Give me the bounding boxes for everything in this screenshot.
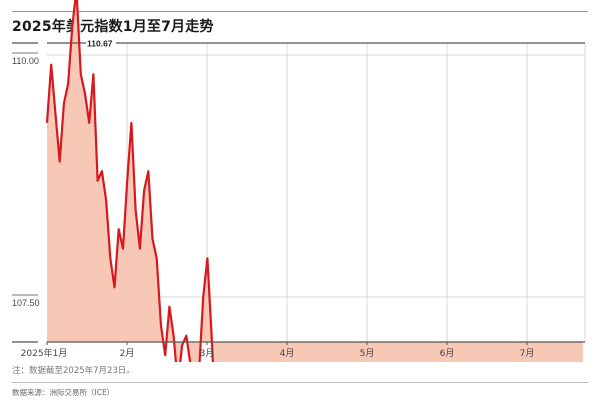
x-axis: 2025年1月 2月 3月 4月 5月 6月 7月 bbox=[12, 341, 585, 359]
y-tick-label: 110.00 bbox=[12, 56, 39, 66]
x-tick-label: 3月 bbox=[200, 348, 215, 359]
area-fill bbox=[47, 0, 583, 362]
x-tick-label: 2月 bbox=[120, 348, 135, 359]
chart-title: 2025年美元指数1月至7月走势 bbox=[12, 19, 214, 35]
top-rule bbox=[12, 11, 588, 12]
x-tick-label: 4月 bbox=[280, 348, 295, 359]
footer-rule bbox=[12, 382, 588, 383]
x-tick-label: 7月 bbox=[520, 348, 535, 359]
source-note: 数据来源：洲际交易所（ICE） bbox=[12, 388, 115, 397]
footnote: 注：数据截至2025年7月23日。 bbox=[12, 366, 135, 376]
x-tick-label: 5月 bbox=[360, 348, 375, 359]
max-value-label: 110.67 bbox=[87, 39, 113, 49]
max-annotation: 110.67 bbox=[12, 39, 585, 49]
x-tick-label: 6月 bbox=[440, 348, 455, 359]
x-tick-label: 2025年1月 bbox=[21, 347, 68, 359]
index-line bbox=[45, 0, 214, 362]
y-tick-label: 107.50 bbox=[12, 298, 40, 308]
